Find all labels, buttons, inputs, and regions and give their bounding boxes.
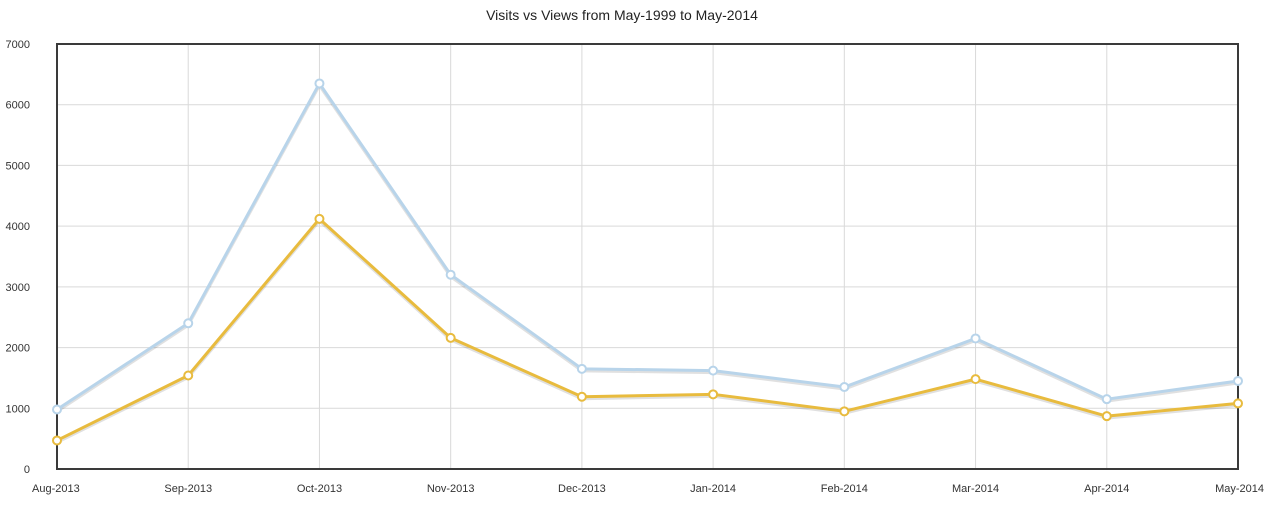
y-tick-label: 2000 bbox=[6, 343, 30, 355]
y-tick-label: 1000 bbox=[6, 403, 30, 415]
chart-title: Visits vs Views from May-1999 to May-201… bbox=[486, 7, 758, 23]
x-tick-label: May-2014 bbox=[1215, 483, 1264, 495]
data-point[interactable] bbox=[445, 269, 456, 280]
data-point[interactable] bbox=[708, 389, 719, 400]
series-line bbox=[56, 81, 1239, 411]
data-point[interactable] bbox=[708, 365, 719, 376]
series-line-shadow bbox=[56, 83, 1239, 413]
y-tick-label: 0 bbox=[24, 464, 30, 476]
data-point[interactable] bbox=[839, 406, 850, 417]
x-tick-label: Sep-2013 bbox=[164, 483, 212, 495]
data-point[interactable] bbox=[1233, 398, 1243, 409]
series-line bbox=[56, 217, 1239, 442]
data-point[interactable] bbox=[52, 435, 62, 446]
data-point[interactable] bbox=[183, 318, 194, 329]
y-tick-label: 5000 bbox=[6, 160, 30, 172]
x-tick-label: Dec-2013 bbox=[558, 483, 606, 495]
data-point[interactable] bbox=[1101, 394, 1112, 405]
x-tick-label: Apr-2014 bbox=[1084, 483, 1129, 495]
series-2 bbox=[52, 213, 1243, 446]
data-point[interactable] bbox=[314, 213, 325, 224]
y-tick-label: 3000 bbox=[6, 282, 30, 294]
x-tick-label: Aug-2013 bbox=[32, 483, 80, 495]
x-tick-label: Oct-2013 bbox=[297, 483, 342, 495]
data-point[interactable] bbox=[576, 391, 587, 402]
y-tick-label: 7000 bbox=[6, 39, 30, 51]
data-point[interactable] bbox=[445, 332, 456, 343]
data-point[interactable] bbox=[970, 374, 981, 385]
y-axis: 0 1000 2000 3000 4000 5000 6000 7000 bbox=[6, 39, 30, 476]
series-line-shadow bbox=[56, 219, 1239, 444]
data-point[interactable] bbox=[970, 333, 981, 344]
x-tick-label: Jan-2014 bbox=[690, 483, 736, 495]
x-tick-label: Mar-2014 bbox=[952, 483, 999, 495]
data-point[interactable] bbox=[52, 404, 62, 415]
data-point[interactable] bbox=[314, 78, 325, 89]
y-tick-label: 6000 bbox=[6, 100, 30, 112]
data-point[interactable] bbox=[839, 382, 850, 393]
y-tick-label: 4000 bbox=[6, 221, 30, 233]
series-layer bbox=[52, 78, 1243, 446]
x-axis: Aug-2013 Sep-2013 Oct-2013 Nov-2013 Dec-2013… bbox=[32, 483, 1264, 495]
x-tick-label: Feb-2014 bbox=[821, 483, 868, 495]
data-point[interactable] bbox=[183, 370, 194, 381]
data-point[interactable] bbox=[1101, 411, 1112, 422]
data-point[interactable] bbox=[576, 363, 587, 374]
x-tick-label: Nov-2013 bbox=[427, 483, 475, 495]
data-point[interactable] bbox=[1233, 375, 1243, 386]
series-1 bbox=[52, 78, 1243, 415]
plot-area-border bbox=[56, 43, 1239, 470]
